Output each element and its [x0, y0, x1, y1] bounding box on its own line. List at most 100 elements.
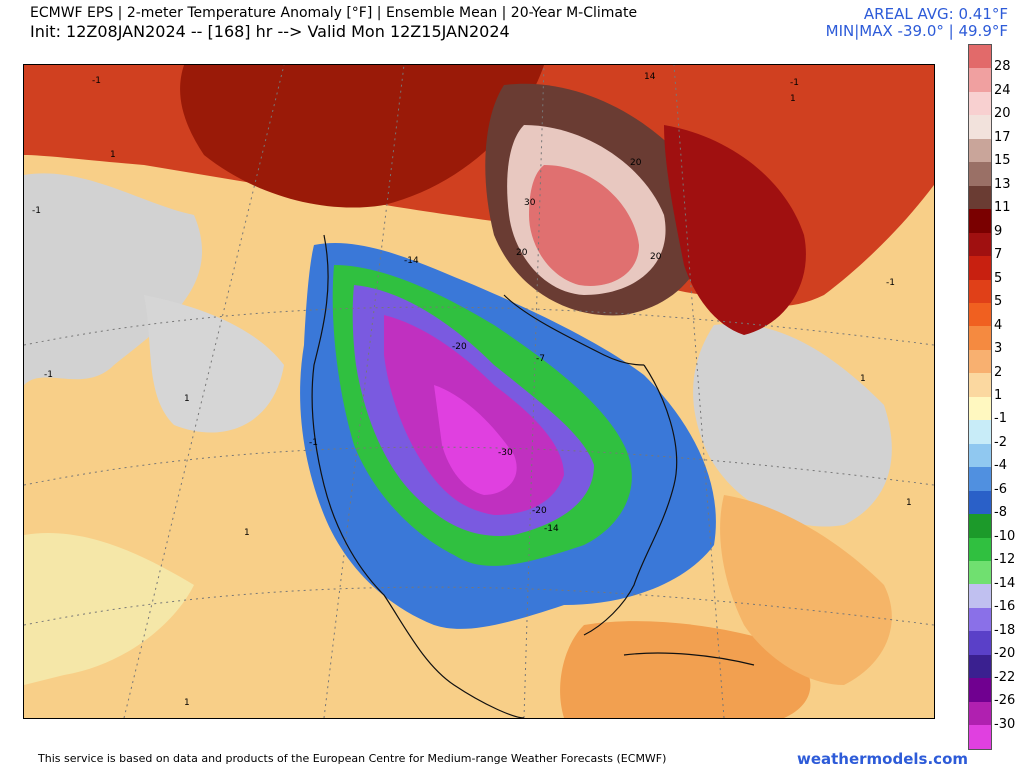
legend-swatch [969, 279, 991, 303]
legend-label: -14 [994, 575, 1016, 591]
legend-swatch [969, 68, 991, 92]
legend-label: -30 [994, 716, 1016, 732]
contour-label: -1 [790, 78, 799, 88]
legend-swatch [969, 467, 991, 491]
legend-label: 4 [994, 317, 1003, 333]
contour-label: 1 [790, 94, 796, 104]
areal-average: AREAL AVG: 0.41°F [863, 5, 1008, 23]
legend-label: 15 [994, 153, 1011, 169]
legend-swatch [969, 701, 991, 726]
coastlines [311, 234, 755, 718]
legend-label: 2 [994, 364, 1003, 380]
contour-label: 1 [906, 498, 912, 508]
legend-swatch [969, 45, 991, 69]
legend-label: -1 [994, 411, 1007, 427]
legend-label: 9 [994, 223, 1003, 239]
legend-swatch [969, 607, 991, 632]
legend-label: 5 [994, 294, 1003, 310]
legend-swatch [969, 514, 991, 538]
legend-label: 28 [994, 59, 1011, 75]
map-canvas: -1 1 -1 -1 1 1 -1 1 20 30 20 20 14 -14 -… [24, 65, 934, 718]
legend-swatch [969, 725, 991, 749]
contour-label: -7 [536, 354, 545, 364]
legend-label: -16 [994, 599, 1016, 615]
atlantic-warm [720, 495, 892, 685]
legend-label: 7 [994, 247, 1003, 263]
contour-label: 14 [644, 72, 656, 82]
contour-label: -1 [886, 278, 895, 288]
contour-label: 1 [184, 394, 190, 404]
legend-label: -18 [994, 622, 1016, 638]
legend-label: -12 [994, 552, 1016, 568]
contour-label: 30 [524, 198, 536, 208]
legend-swatch [969, 443, 991, 468]
legend-label: -4 [994, 458, 1007, 474]
legend-swatch [969, 115, 991, 139]
contour-label: 1 [244, 528, 250, 538]
legend-swatch [969, 584, 991, 608]
legend-label: -10 [994, 528, 1016, 544]
contour-label: -1 [92, 76, 101, 86]
color-scale-bar [968, 44, 992, 750]
contour-label: -1 [44, 370, 53, 380]
anomaly-map: -1 1 -1 -1 1 1 -1 1 20 30 20 20 14 -14 -… [23, 64, 935, 719]
contour-label: 1 [860, 374, 866, 384]
alaska-warm-core [180, 65, 544, 208]
legend-swatch [969, 654, 991, 679]
hudson-warm-core [529, 165, 639, 286]
brand-link[interactable]: weathermodels.com [796, 750, 968, 768]
contour-label: -20 [532, 506, 547, 516]
contour-label: 20 [516, 248, 528, 258]
legend-swatch [969, 302, 991, 327]
graticule [24, 65, 934, 718]
labrador-warm [664, 125, 806, 335]
legend-label: -26 [994, 693, 1016, 709]
legend-swatch [969, 209, 991, 233]
legend-label: -6 [994, 481, 1007, 497]
legend-swatch [969, 162, 991, 186]
legend-swatch [969, 678, 991, 702]
legend-swatch [969, 631, 991, 655]
contour-label: -1 [309, 438, 318, 448]
legend-label: 1 [994, 388, 1003, 403]
legend-label: 13 [994, 176, 1011, 192]
contour-label: 1 [184, 698, 190, 708]
contour-label: 20 [650, 252, 662, 262]
grey-area-pacific-nw [24, 173, 203, 385]
legend-swatch [969, 396, 991, 421]
legend-swatch [969, 537, 991, 561]
contour-label: 20 [630, 158, 642, 168]
cold-extreme-core [434, 385, 517, 495]
caribbean-warm [560, 621, 811, 718]
min-max: MIN|MAX -39.0° | 49.9°F [825, 22, 1008, 40]
legend-swatch [969, 560, 991, 585]
legend-label: 3 [994, 341, 1003, 357]
legend-label: 17 [994, 129, 1011, 145]
legend-label: -2 [994, 434, 1007, 450]
legend-swatch [969, 138, 991, 163]
grey-area-pacific [144, 295, 284, 433]
legend-swatch [969, 91, 991, 116]
legend-swatch [969, 326, 991, 350]
legend-swatch [969, 373, 991, 397]
contour-label: 1 [110, 150, 116, 160]
light-yellow-pacific [24, 533, 194, 685]
grey-area-atlantic [693, 323, 892, 527]
legend-swatch [969, 185, 991, 210]
contour-label: -1 [32, 206, 41, 216]
contour-label: -30 [498, 448, 513, 458]
legend-label: 11 [994, 200, 1011, 216]
legend-label: 5 [994, 270, 1003, 286]
legend-label: 24 [994, 82, 1011, 98]
contour-labels: -1 1 -1 -1 1 1 -1 1 20 30 20 20 14 -14 -… [32, 72, 912, 708]
data-disclaimer: This service is based on data and produc… [38, 752, 667, 765]
map-title: ECMWF EPS | 2-meter Temperature Anomaly … [30, 5, 638, 21]
legend-label: -22 [994, 669, 1016, 685]
legend-label: 20 [994, 106, 1011, 122]
legend-swatch [969, 420, 991, 444]
map-subtitle: Init: 12Z08JAN2024 -- [168] hr --> Valid… [30, 22, 510, 41]
contour-label: -14 [544, 524, 559, 534]
legend-swatch [969, 490, 991, 515]
contour-label: -14 [404, 256, 419, 266]
legend-swatch [969, 256, 991, 280]
